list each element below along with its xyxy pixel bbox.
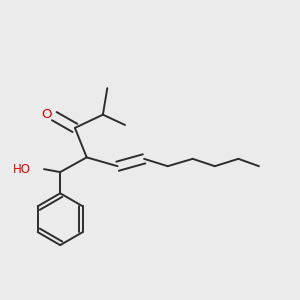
Text: O: O bbox=[42, 108, 52, 121]
Text: HO: HO bbox=[13, 163, 31, 176]
